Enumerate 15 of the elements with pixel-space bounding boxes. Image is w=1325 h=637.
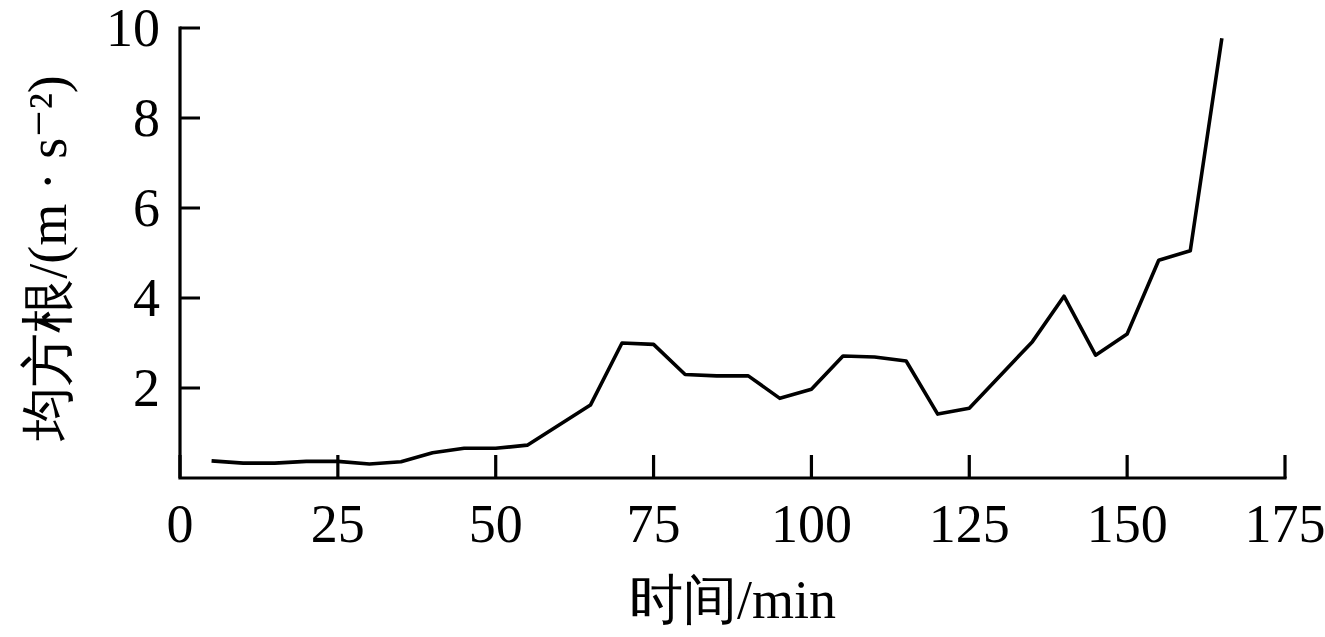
x-tick-label: 125	[928, 494, 1010, 554]
x-tick-label: 50	[468, 494, 523, 554]
y-tick-label: 4	[133, 268, 160, 328]
x-tick-label: 100	[770, 494, 852, 554]
x-tick-label: 175	[1244, 494, 1325, 554]
x-tick-label: 25	[310, 494, 365, 554]
y-axis-title: 均方根/(m · s⁻²)	[18, 75, 78, 442]
x-tick-label: 150	[1086, 494, 1168, 554]
y-tick-label: 2	[133, 358, 160, 418]
x-tick-label: 0	[166, 494, 194, 554]
x-axis-title: 时间/min	[628, 570, 837, 630]
y-tick-label: 10	[106, 0, 160, 58]
y-tick-label: 6	[133, 178, 160, 238]
y-tick-label: 8	[133, 88, 160, 148]
x-tick-label: 75	[626, 494, 681, 554]
